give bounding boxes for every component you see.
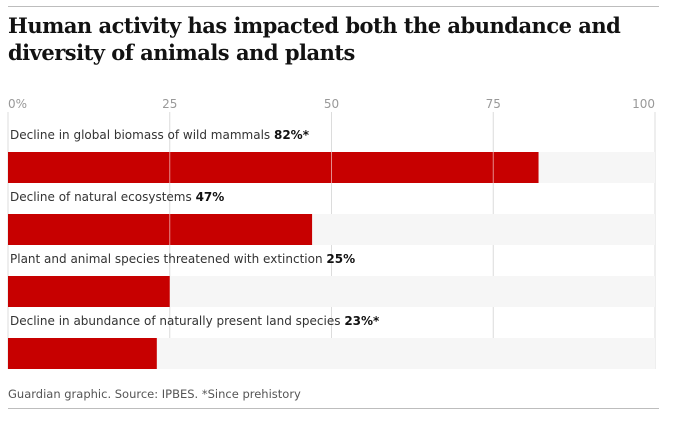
value-label: 82%* — [274, 128, 310, 142]
source-note: Guardian graphic. Source: IPBES. *Since … — [8, 387, 301, 401]
bar — [8, 338, 157, 369]
bar-row: Plant and animal species threatened with… — [8, 252, 655, 307]
category-label: Decline of natural ecosystems 47% — [10, 190, 224, 204]
tick-label: 75 — [486, 97, 501, 111]
bottom-rule — [8, 408, 659, 409]
category-label: Decline in global biomass of wild mammal… — [10, 128, 310, 142]
tick-label: 25 — [162, 97, 177, 111]
tick-label: 0% — [8, 97, 27, 111]
bar — [8, 214, 313, 245]
bar-rows: Decline in global biomass of wild mammal… — [8, 128, 655, 369]
bar — [8, 152, 539, 183]
top-rule — [8, 6, 659, 7]
tick-label: 50 — [324, 97, 339, 111]
category-label: Decline in abundance of naturally presen… — [10, 314, 380, 328]
bar-row: Decline of natural ecosystems 47% — [8, 190, 655, 245]
bar — [8, 276, 170, 307]
value-label: 47% — [196, 190, 225, 204]
chart-title: Human activity has impacted both the abu… — [8, 13, 621, 65]
value-label: 23%* — [344, 314, 380, 328]
bar-row: Decline in global biomass of wild mammal… — [8, 128, 655, 183]
category-label: Plant and animal species threatened with… — [10, 252, 355, 266]
tick-label: 100 — [632, 97, 655, 111]
value-label: 25% — [326, 252, 355, 266]
bar-row: Decline in abundance of naturally presen… — [8, 314, 655, 369]
